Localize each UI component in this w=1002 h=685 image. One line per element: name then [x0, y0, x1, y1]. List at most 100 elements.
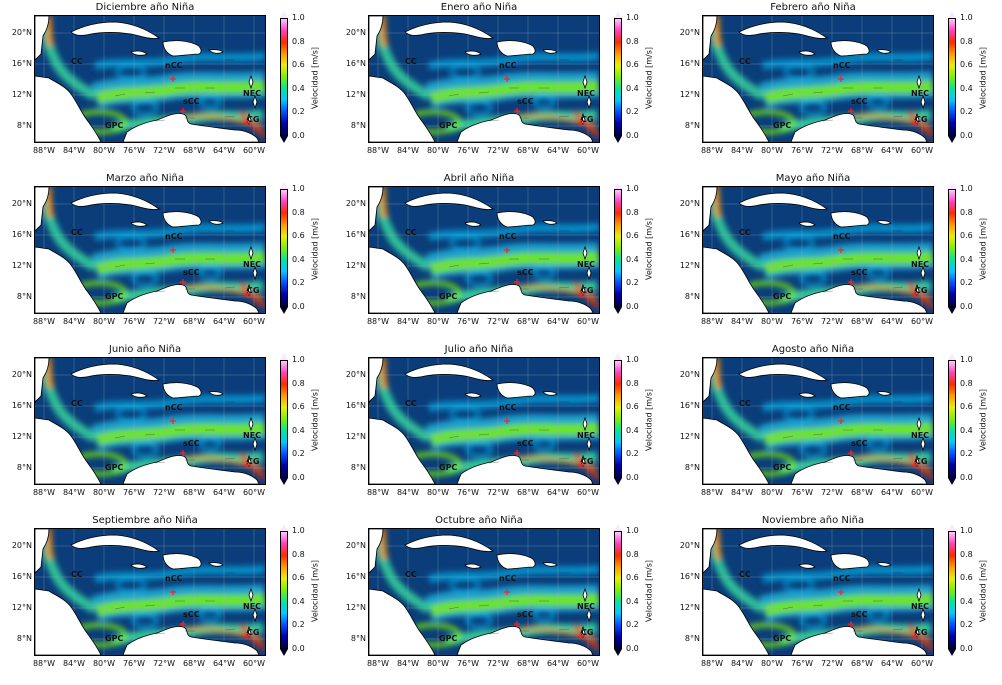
cuba: [738, 21, 828, 39]
colorbar: [614, 18, 622, 136]
eddy-1: [131, 271, 159, 287]
lat-tick-label: 20°N: [345, 28, 366, 37]
puerto-rico: [876, 391, 892, 396]
lat-tick-label: 12°N: [345, 603, 366, 612]
central-america: [369, 417, 436, 484]
colorbar-label: Velocidad [m/s]: [644, 217, 654, 281]
yucatan-peninsula: [369, 16, 384, 61]
colorbar-tick: 0.2: [292, 107, 305, 117]
colorbar-tick: 0.2: [626, 107, 639, 117]
panel-title: Noviembre año Niña: [761, 515, 865, 526]
lat-tick-label: 20°N: [11, 28, 32, 37]
eddy-2: [866, 95, 890, 109]
colorbar-extend-min: [948, 136, 956, 143]
section-marks: [170, 589, 250, 639]
colorbar-tick: 0.0: [626, 302, 639, 311]
label-nec: NEC: [911, 602, 929, 611]
land-masses: [35, 16, 260, 142]
label-nec: NEC: [243, 260, 261, 269]
colorbar: [614, 189, 622, 307]
current-labels: CC nCC sCC NEC CG GPC: [405, 570, 595, 643]
lon-tick-label: 72°W: [820, 488, 844, 497]
hispaniola: [496, 553, 536, 570]
label-cg: CG: [247, 457, 259, 466]
lat-tick-label: 20°N: [345, 199, 366, 208]
guiana-current: [907, 623, 933, 651]
lat-tick-label: 12°N: [679, 432, 700, 441]
lesser-antilles: [580, 416, 592, 467]
label-cg: CG: [915, 628, 927, 637]
label-nec: NEC: [911, 260, 929, 269]
lon-tick-label: 64°W: [546, 317, 570, 326]
colorbar: [948, 531, 956, 649]
lon-tick-label: 72°W: [152, 659, 176, 668]
lesser-antilles: [246, 245, 258, 296]
central-america: [703, 417, 770, 484]
caribbean-current-core: [95, 251, 265, 275]
vector-arrows: [70, 395, 236, 464]
panel-title: Diciembre año Niña: [95, 2, 195, 13]
puerto-rico: [542, 562, 558, 567]
colorbar: [948, 18, 956, 136]
colorbar-tick: 0.8: [292, 549, 305, 559]
eddy-3: [449, 64, 481, 80]
lon-tick-label: 68°W: [516, 488, 540, 497]
speed-field: [41, 187, 265, 309]
colorbar-tick: 0.6: [960, 573, 973, 583]
puerto-rico: [208, 391, 224, 396]
colorbar-tick: 0.0: [292, 473, 305, 482]
puerto-rico: [208, 49, 224, 54]
lat-tick-label: 20°N: [679, 541, 700, 550]
label-cc: CC: [739, 570, 751, 579]
colorbar-label: Velocidad [m/s]: [644, 388, 654, 452]
label-cg: CG: [581, 115, 593, 124]
eddy-2: [866, 608, 890, 622]
eddy-3: [783, 406, 815, 422]
label-ncc: nCC: [499, 403, 517, 412]
speed-field: [41, 529, 265, 651]
section-marks: [170, 76, 250, 126]
lon-tick-label: 72°W: [486, 659, 510, 668]
lat-tick-label: 16°N: [11, 59, 32, 68]
lon-tick-label: 60°W: [576, 659, 600, 668]
colorbar-tick: 0.2: [960, 620, 973, 630]
label-ncc: nCC: [165, 232, 183, 241]
lat-tick-label: 16°N: [345, 230, 366, 239]
central-america: [35, 588, 102, 655]
colorbar-extend-max: [948, 353, 956, 360]
label-scc: sCC: [517, 268, 534, 277]
cuba: [404, 363, 494, 381]
caribbean-current-core: [763, 80, 933, 104]
label-cc: CC: [71, 228, 83, 237]
caribbean-current-core: [429, 80, 599, 104]
caribbean-current-core: [95, 422, 265, 446]
colorbar-extend-min: [948, 307, 956, 314]
map-area: CC nCC sCC NEC CG GPC: [34, 528, 266, 656]
lat-tick-label: 16°N: [679, 572, 700, 581]
northern-current: [94, 52, 265, 70]
colorbar-tick: 0.4: [960, 83, 973, 93]
eddy-3: [115, 577, 147, 593]
lon-tick-label: 68°W: [850, 659, 874, 668]
lon-tick-label: 72°W: [486, 146, 510, 155]
eddy-1: [465, 100, 493, 116]
lat-tick-label: 8°N: [350, 463, 366, 472]
label-scc: sCC: [517, 97, 534, 106]
central-america: [703, 588, 770, 655]
label-nec: NEC: [577, 602, 595, 611]
hispaniola: [830, 211, 870, 228]
label-gpc: GPC: [439, 463, 457, 472]
lon-tick-label: 68°W: [182, 659, 206, 668]
label-cc: CC: [405, 570, 417, 579]
colorbar-tick: 0.6: [626, 402, 639, 412]
colorbar-label: Velocidad [m/s]: [978, 559, 988, 623]
section-marks: [838, 418, 918, 468]
eddy-3: [115, 64, 147, 80]
lat-tick-label: 16°N: [11, 401, 32, 410]
lon-tick-label: 88°W: [700, 659, 724, 668]
lat-tick-label: 20°N: [345, 541, 366, 550]
map-area: CC nCC sCC NEC CG GPC: [368, 15, 600, 143]
colorbar-extend-max: [280, 11, 288, 18]
colorbar-tick: 0.8: [292, 36, 305, 46]
current-labels: CC nCC sCC NEC CG GPC: [405, 399, 595, 472]
